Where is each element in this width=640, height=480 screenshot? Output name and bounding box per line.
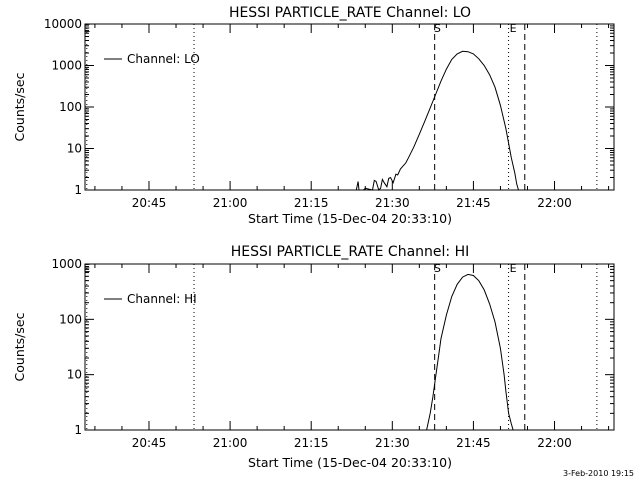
y-tick-label: 1 — [74, 183, 82, 197]
time-marker-letter: S — [434, 22, 441, 35]
x-tick-label: 22:00 — [537, 196, 572, 210]
y-tick-label: 1000 — [51, 59, 82, 73]
y-tick-label: 10000 — [44, 17, 82, 31]
chart-panel-hi: HESSI PARTICLE_RATE Channel: HI 1 10 100 10… — [12, 244, 615, 470]
chart-panel-lo: HESSI PARTICLE_RATE Channel: LO 1 10 100 10… — [12, 5, 615, 226]
y-axis-label: Counts/sec — [12, 72, 27, 141]
time-marker-letter: E — [510, 22, 517, 35]
time-marker-letter: E — [510, 262, 517, 275]
y-tick-label: 100 — [59, 100, 82, 114]
time-marker-letter: E — [83, 262, 90, 275]
legend-entry: Channel: LO — [127, 52, 200, 66]
y-tick-label: 100 — [59, 312, 82, 326]
y-tick-label: 10 — [67, 142, 82, 156]
x-axis: 20:45 21:00 21:15 21:30 21:45 22:00 — [94, 264, 610, 450]
time-marker-letter: S — [434, 262, 441, 275]
y-tick-label: 10 — [67, 368, 82, 382]
x-tick-label: 21:45 — [456, 436, 491, 450]
series-line-lo — [355, 50, 519, 191]
x-axis-label: Start Time (15-Dec-04 20:33:10) — [248, 211, 452, 226]
x-axis: 20:45 21:00 21:15 21:30 21:45 22:00 — [94, 24, 610, 210]
x-tick-label: 21:30 — [375, 436, 410, 450]
plot-frame — [84, 23, 615, 191]
x-tick-label: 21:45 — [456, 196, 491, 210]
chart-title: HESSI PARTICLE_RATE Channel: HI — [231, 244, 469, 260]
x-tick-label: 21:15 — [294, 436, 329, 450]
x-tick-label: 21:15 — [294, 196, 329, 210]
x-tick-label: 20:45 — [132, 436, 167, 450]
y-axis: 1 10 100 1000 — [51, 257, 614, 437]
x-tick-label: 21:30 — [375, 196, 410, 210]
footer-date: 3-Feb-2010 19:15 — [563, 469, 634, 478]
x-tick-label: 21:00 — [213, 436, 248, 450]
y-axis-label: Counts/sec — [12, 312, 27, 381]
x-tick-label: 20:45 — [132, 196, 167, 210]
y-tick-label: 1000 — [51, 257, 82, 271]
x-axis-label: Start Time (15-Dec-04 20:33:10) — [248, 455, 452, 470]
time-marker-letter: E — [83, 22, 90, 35]
series-line-hi — [426, 273, 514, 431]
x-tick-label: 22:00 — [537, 436, 572, 450]
legend-entry: Channel: HI — [127, 292, 197, 306]
y-axis: 1 10 100 1000 10000 — [44, 17, 614, 197]
chart-title: HESSI PARTICLE_RATE Channel: LO — [229, 5, 471, 21]
x-tick-label: 21:00 — [213, 196, 248, 210]
plot-frame — [84, 263, 615, 431]
y-tick-label: 1 — [74, 423, 82, 437]
